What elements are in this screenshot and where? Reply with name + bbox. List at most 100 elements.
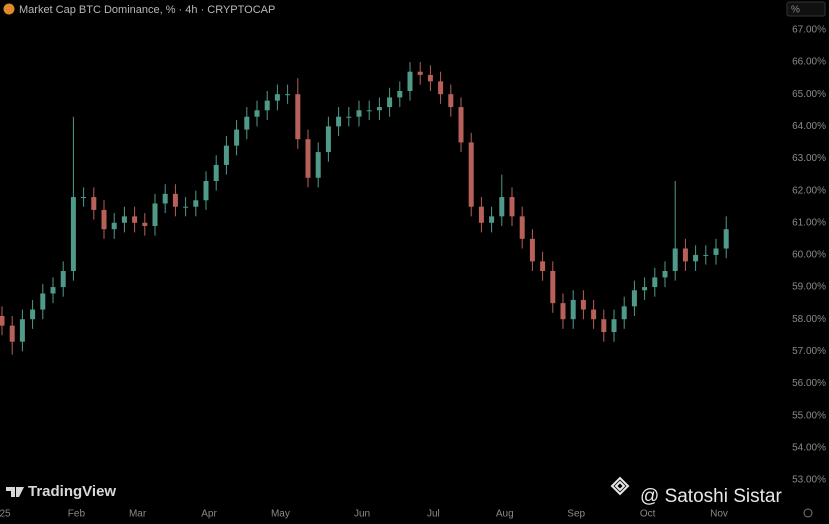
candle-body <box>91 197 97 210</box>
candle-body <box>621 306 627 320</box>
y-tick-label: 59.00% <box>792 282 826 293</box>
candle-body <box>550 270 556 304</box>
candle-body <box>162 193 168 204</box>
axis-unit: % <box>791 5 800 16</box>
candle-body <box>234 129 240 146</box>
candle-body <box>213 164 219 181</box>
candle-body <box>203 180 209 201</box>
candle-body <box>662 270 668 278</box>
candle-body <box>427 74 433 82</box>
x-tick-label: 25 <box>0 509 11 520</box>
y-tick-label: 66.00% <box>792 57 826 68</box>
candle-body <box>223 145 229 165</box>
candle-body <box>499 197 505 217</box>
candle-body <box>631 290 637 307</box>
y-tick-label: 67.00% <box>792 25 826 36</box>
candle-body <box>285 94 291 96</box>
overlay-logo <box>610 476 630 496</box>
watermark: TradingView <box>28 483 116 500</box>
candle-body <box>264 100 270 111</box>
candle-body <box>81 197 87 199</box>
y-tick-label: 64.00% <box>792 121 826 132</box>
candle-body <box>509 197 515 217</box>
candle-body <box>540 261 546 271</box>
unit-box <box>786 1 826 17</box>
coin-icon <box>3 3 15 15</box>
candle-body <box>40 293 46 310</box>
candle-body <box>591 309 597 320</box>
y-tick-label: 62.00% <box>792 185 826 196</box>
candle-body <box>713 248 719 255</box>
y-tick-label: 65.00% <box>792 89 826 100</box>
candle-body <box>417 71 423 75</box>
candle-body <box>366 110 372 112</box>
y-tick-label: 57.00% <box>792 346 826 357</box>
candle-body <box>152 203 158 226</box>
x-tick-label: Sep <box>567 509 585 520</box>
candle-body <box>0 315 5 326</box>
settings-icon <box>803 508 813 518</box>
candle-body <box>315 152 321 178</box>
y-tick-label: 53.00% <box>792 475 826 486</box>
candle-body <box>682 248 688 262</box>
y-tick-label: 55.00% <box>792 410 826 421</box>
candle-body <box>101 209 107 230</box>
candle-body <box>468 142 474 207</box>
candle-body <box>601 319 607 333</box>
candle-body <box>19 319 25 342</box>
candle-body <box>172 193 178 207</box>
candle-body <box>387 97 393 108</box>
candle-body <box>611 319 617 333</box>
y-tick-label: 56.00% <box>792 378 826 389</box>
x-tick-label: Feb <box>68 509 86 520</box>
candle-body <box>529 238 535 262</box>
y-tick-label: 58.00% <box>792 314 826 325</box>
overlay-text: @ Satoshi Sistar <box>640 486 782 507</box>
y-tick-label: 54.00% <box>792 442 826 453</box>
x-tick-label: Aug <box>496 509 514 520</box>
candle-body <box>376 107 382 111</box>
candle-body <box>9 325 15 342</box>
candle-body <box>397 90 403 98</box>
candle-body <box>274 94 280 101</box>
x-tick-label: May <box>271 509 290 520</box>
candle-body <box>142 222 148 226</box>
candle-body <box>356 110 362 117</box>
candle-body <box>121 216 127 223</box>
chart-title: Market Cap BTC Dominance, % · 4h · CRYPT… <box>19 4 275 16</box>
candle-body <box>723 229 729 249</box>
candle-body <box>438 81 444 95</box>
x-tick-label: Mar <box>129 509 147 520</box>
candle-body <box>652 277 658 288</box>
tv-logo <box>6 487 24 497</box>
candle-body <box>519 216 525 239</box>
y-tick-label: 63.00% <box>792 153 826 164</box>
candle-body <box>346 116 352 118</box>
candle-body <box>703 254 709 256</box>
candle-body <box>111 222 117 230</box>
candle-body <box>30 309 36 320</box>
candle-body <box>580 299 586 310</box>
candle-body <box>183 206 189 208</box>
candle-body <box>336 116 342 127</box>
candle-body <box>458 107 464 143</box>
candle-body <box>132 216 138 223</box>
candle-body <box>50 287 56 294</box>
x-tick-label: Apr <box>201 509 217 520</box>
candle-body <box>672 248 678 271</box>
candle-body <box>489 216 495 223</box>
candle-body <box>478 206 484 223</box>
candle-body <box>60 270 66 288</box>
x-tick-label: Nov <box>710 509 728 520</box>
candle-body <box>642 287 648 291</box>
candle-body <box>560 303 566 320</box>
candle-body <box>295 94 301 140</box>
candle-body <box>254 110 260 117</box>
candle-body <box>407 71 413 91</box>
candle-body <box>305 139 311 178</box>
candle-body <box>193 200 199 207</box>
candle-body <box>70 197 76 271</box>
candle-body <box>448 94 454 108</box>
